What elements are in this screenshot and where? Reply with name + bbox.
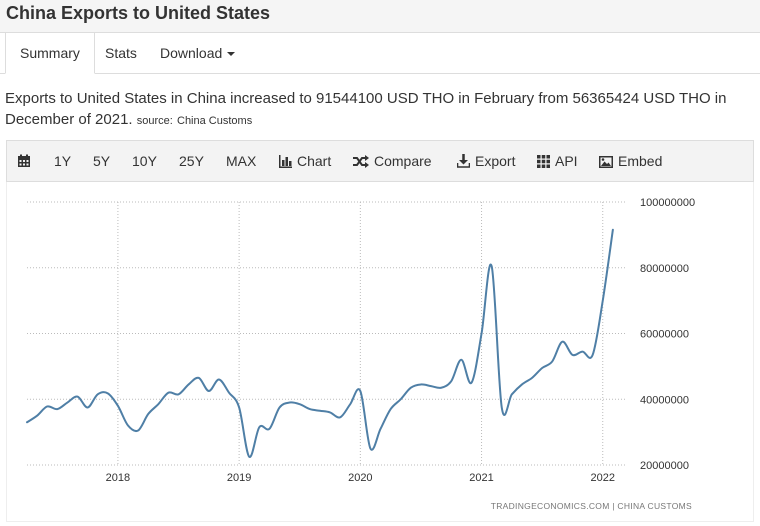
x-tick-label: 2018 bbox=[106, 472, 130, 484]
api-label: API bbox=[555, 153, 578, 169]
tab-bar: Summary Stats Download bbox=[0, 33, 760, 74]
tab-stats[interactable]: Stats bbox=[105, 45, 137, 61]
line-chart: 2018 2019 2020 2021 2022 100000000 80000000 60… bbox=[26, 197, 695, 511]
compare-label: Compare bbox=[374, 153, 432, 169]
tab-download[interactable]: Download bbox=[146, 33, 249, 74]
download-icon bbox=[456, 154, 471, 168]
chart-type-label: Chart bbox=[297, 153, 332, 169]
tab-download-label: Download bbox=[160, 45, 223, 61]
embed-label: Embed bbox=[618, 153, 663, 169]
y-tick-label: 100000000 bbox=[640, 197, 695, 209]
range-5y-button[interactable]: 5Y bbox=[93, 153, 111, 169]
x-tick-label: 2019 bbox=[227, 472, 251, 484]
export-button[interactable]: Export bbox=[456, 141, 516, 181]
source-name[interactable]: China Customs bbox=[177, 115, 253, 127]
x-tick-label: 2022 bbox=[591, 472, 615, 484]
page-title: China Exports to United States bbox=[6, 3, 271, 23]
title-bar: China Exports to United States bbox=[0, 0, 760, 33]
source-label: source: bbox=[136, 115, 173, 127]
export-label: Export bbox=[475, 153, 516, 169]
tab-summary[interactable]: Summary bbox=[5, 33, 95, 74]
x-tick-label: 2020 bbox=[348, 472, 372, 484]
chart-toolbar: 1Y 5Y 10Y 25Y MAX Chart Compare Export A… bbox=[6, 140, 754, 182]
embed-button[interactable]: Embed bbox=[599, 141, 662, 181]
range-1y-button[interactable]: 1Y bbox=[54, 153, 72, 169]
shuffle-icon bbox=[353, 155, 369, 168]
image-icon bbox=[599, 156, 613, 168]
y-tick-label: 80000000 bbox=[640, 263, 689, 275]
api-button[interactable]: API bbox=[537, 141, 578, 181]
chart-area: 2018 2019 2020 2021 2022 100000000 80000000 60… bbox=[6, 182, 754, 522]
y-tick-label: 40000000 bbox=[640, 394, 689, 406]
caret-down-icon bbox=[227, 52, 236, 57]
bar-chart-icon bbox=[279, 155, 292, 168]
description-text: Exports to United States in China increa… bbox=[5, 90, 727, 128]
y-tick-label: 20000000 bbox=[640, 460, 689, 472]
range-max-button[interactable]: MAX bbox=[226, 153, 257, 169]
calendar-button[interactable] bbox=[17, 141, 36, 181]
chart-type-button[interactable]: Chart bbox=[279, 141, 331, 181]
chart-credit: TRADINGECONOMICS.COM | CHINA CUSTOMS bbox=[491, 501, 692, 511]
grid-icon bbox=[537, 155, 550, 168]
x-tick-label: 2021 bbox=[469, 472, 493, 484]
series-line bbox=[26, 228, 614, 458]
y-tick-label: 60000000 bbox=[640, 329, 689, 341]
range-10y-button[interactable]: 10Y bbox=[132, 153, 157, 169]
range-25y-button[interactable]: 25Y bbox=[179, 153, 204, 169]
description: Exports to United States in China increa… bbox=[5, 88, 757, 132]
compare-button[interactable]: Compare bbox=[353, 141, 432, 181]
calendar-icon bbox=[18, 154, 30, 167]
